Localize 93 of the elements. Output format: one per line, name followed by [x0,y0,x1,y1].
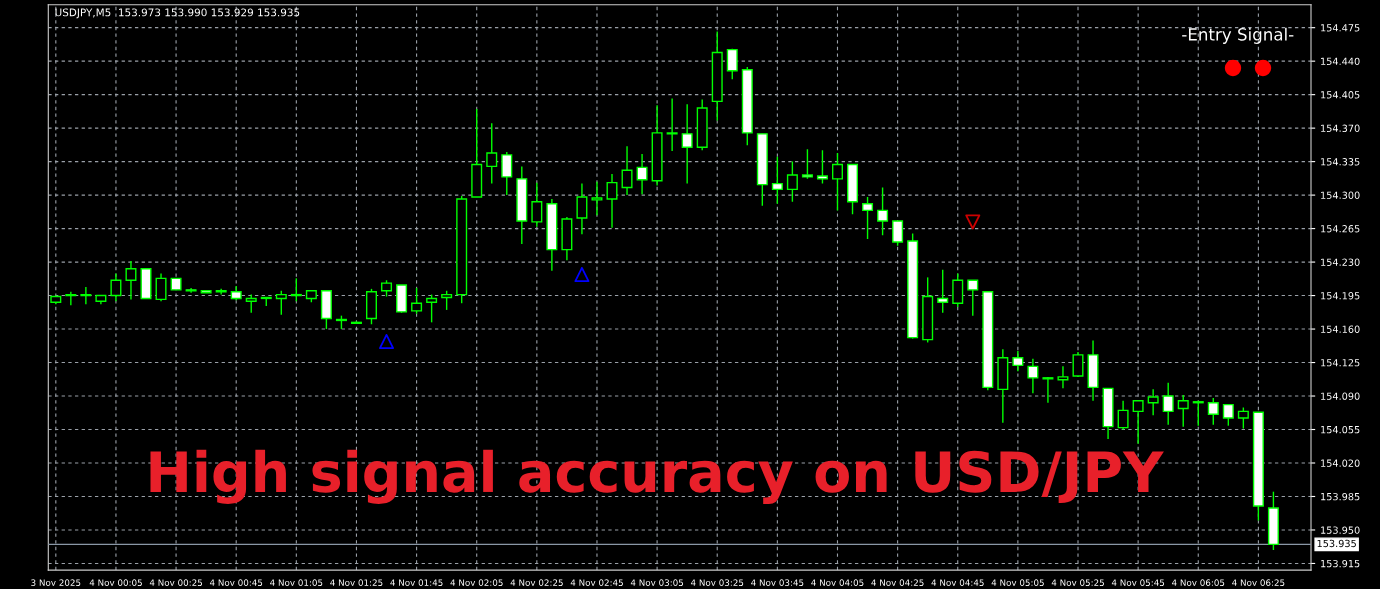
chart-title: USDJPY,M5 153.973 153.990 153.929 153.935 [55,8,300,19]
candlestick [816,149,828,185]
candlestick [1057,365,1069,390]
candlestick [110,272,122,302]
y-tick-label: 153.985 [1321,492,1360,501]
y-tick-label: 154.265 [1321,225,1360,233]
candlestick [155,272,167,302]
x-tick-label: 4 Nov 01:05 [270,579,323,586]
candlestick [877,186,889,236]
x-tick-label: 4 Nov 03:45 [751,579,804,586]
y-tick-label: 154.160 [1321,325,1360,333]
candlestick [636,153,648,195]
candlestick [801,148,813,180]
y-tick-label: 153.950 [1321,526,1360,534]
x-tick-label: 4 Nov 01:25 [330,579,383,586]
candlestick [1222,403,1234,427]
x-tick-label: 4 Nov 04:05 [811,579,864,586]
candlestick [1162,381,1174,426]
x-tick-label: 4 Nov 06:25 [1232,579,1285,586]
y-tick-label: 154.195 [1321,292,1360,300]
x-tick-label: 4 Nov 01:45 [390,579,443,586]
x-tick-label: 4 Nov 02:05 [450,579,503,586]
candlestick [967,279,979,317]
y-tick-label: 154.405 [1321,91,1360,99]
candlestick [1072,351,1084,378]
x-tick-label: 3 Nov 2025 [31,579,81,586]
point [379,333,395,349]
x-tick-label: 4 Nov 00:05 [89,579,142,586]
candlestick [1237,406,1249,430]
candlestick [245,293,257,314]
annotation: -Entry Signal- [1182,27,1294,44]
candlestick [486,122,498,185]
candlestick [831,152,843,212]
y-tick-label: 154.020 [1321,459,1360,467]
annotation: High signal accuracy on USD/JPY [150,449,1164,504]
x-tick-label: 4 Nov 00:25 [149,579,203,586]
candlestick [215,288,227,296]
candlestick [621,145,633,196]
candlestick [1192,400,1204,427]
candlestick [576,182,588,236]
candlestick [606,173,618,229]
x-tick-label: 4 Nov 06:05 [1171,579,1225,586]
candlestick [681,103,693,185]
candlestick [786,160,798,203]
y-tick-label: 154.475 [1321,24,1360,32]
y-tick-label: 154.125 [1321,359,1360,367]
candlestick [862,196,874,240]
candlestick [771,156,783,205]
candlestick [1207,397,1219,426]
candlestick [125,260,137,301]
candlestick [726,48,738,81]
candlestick [65,291,77,306]
candlestick [441,290,453,311]
candlestick [591,181,603,216]
y-tick-label: 154.230 [1321,258,1360,266]
ref-line-label: 153.935 [1317,539,1356,548]
candlestick [1132,400,1144,445]
candlestick [275,290,287,316]
x-tick-label: 4 Nov 04:25 [871,579,924,586]
candlestick [1027,358,1039,394]
candlestick [937,269,949,314]
x-tick-label: 4 Nov 05:05 [991,579,1044,586]
point [574,267,590,283]
x-tick-label: 4 Nov 02:25 [510,579,563,586]
candlestick [1147,388,1159,416]
candlestick [1117,400,1129,431]
x-tick-label: 4 Nov 02:45 [570,579,623,586]
x-tick-label: 4 Nov 00:45 [209,579,263,586]
candlestick [501,151,513,196]
point [965,214,981,230]
candlestick [290,277,302,302]
x-tick-label: 4 Nov 05:25 [1051,579,1104,586]
candlestick [952,272,964,308]
candlestick [80,286,92,305]
candlestick [666,97,678,152]
y-tick-label: 154.300 [1321,191,1360,199]
x-tick-label: 4 Nov 05:45 [1111,579,1165,586]
x-tick-label: 4 Nov 03:05 [630,579,684,586]
candlestick [426,293,438,324]
candlestick [892,220,904,247]
candlestick [411,287,423,315]
candlestick [1042,376,1054,404]
y-tick-label: 154.055 [1321,425,1360,434]
candlestick [1177,394,1189,428]
candlestick [1012,350,1024,372]
x-tick-label: 4 Nov 03:25 [690,579,744,586]
y-tick-label: 154.090 [1321,392,1360,400]
y-tick-label: 154.335 [1321,158,1360,166]
x-tick-label: 4 Nov 04:45 [931,579,984,586]
y-tick-label: 154.370 [1321,124,1360,132]
y-tick-label: 154.440 [1321,57,1360,65]
y-tick-label: 153.915 [1321,559,1360,568]
candlestick [531,181,543,228]
